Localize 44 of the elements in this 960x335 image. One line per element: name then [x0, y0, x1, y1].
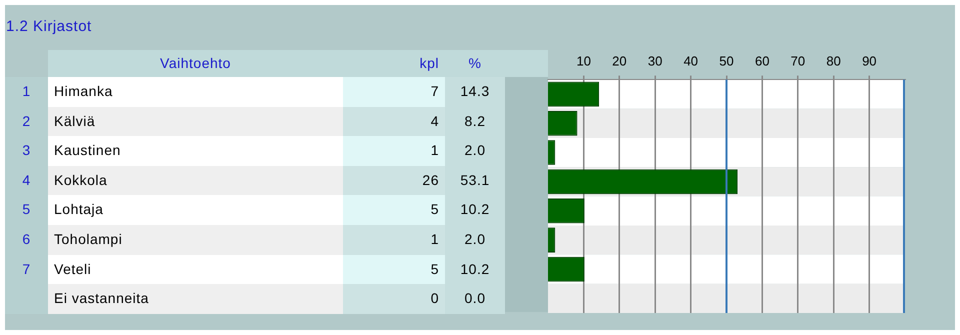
y-tick-label: Kälviä [48, 106, 343, 136]
text: 1.2 Kirjastot [6, 18, 92, 35]
data-label: 53.1 [445, 166, 505, 196]
text: 7 [5, 254, 48, 284]
x2-tick-label: 10 [576, 53, 591, 68]
x2-tick-label: 60 [754, 53, 770, 68]
x2-tick-label: 50 [719, 53, 734, 68]
data-label: 0.0 [445, 284, 505, 314]
data-label: 10.2 [445, 254, 505, 284]
x2-tick-label: 80 [826, 53, 841, 68]
text: 5 [343, 254, 445, 284]
text: 3 [5, 136, 48, 166]
data-label: 2.0 [445, 136, 505, 166]
text: 5 [5, 195, 48, 225]
data-label: 8.2 [445, 106, 505, 136]
text: kpl [343, 50, 445, 77]
x2-tick-label: 90 [862, 53, 877, 68]
text: 6 [5, 225, 48, 255]
text: 1 [343, 225, 445, 255]
text: 4 [5, 166, 48, 196]
data-label: 2.0 [445, 225, 505, 255]
y-tick-label: Veteli [48, 254, 343, 284]
data-label: 14.3 [445, 77, 505, 107]
y-tick-label: Himanka [48, 77, 343, 107]
text: 1 [5, 77, 48, 107]
text: % [445, 50, 505, 77]
x2-tick-label: 20 [612, 53, 627, 68]
text: 7 [343, 77, 445, 107]
y-tick-label: Kaustinen [48, 136, 343, 166]
y-tick-label: Kokkola [48, 166, 343, 196]
text: 0 [343, 284, 445, 314]
y-tick-label: Ei vastanneita [48, 284, 343, 314]
text: 2 [5, 106, 48, 136]
data-label: 10.2 [445, 195, 505, 225]
text: 5 [343, 195, 445, 225]
text: 26 [343, 166, 445, 196]
y-tick-label: Toholampi [48, 225, 343, 255]
text: 1 [343, 136, 445, 166]
text: 4 [343, 106, 445, 136]
x2-tick-label: 30 [648, 53, 662, 68]
y-tick-label: Lohtaja [48, 195, 343, 225]
text: Vaihtoehto [48, 50, 343, 77]
x2-tick-label: 40 [684, 53, 698, 68]
x2-tick-label: 70 [790, 53, 806, 68]
